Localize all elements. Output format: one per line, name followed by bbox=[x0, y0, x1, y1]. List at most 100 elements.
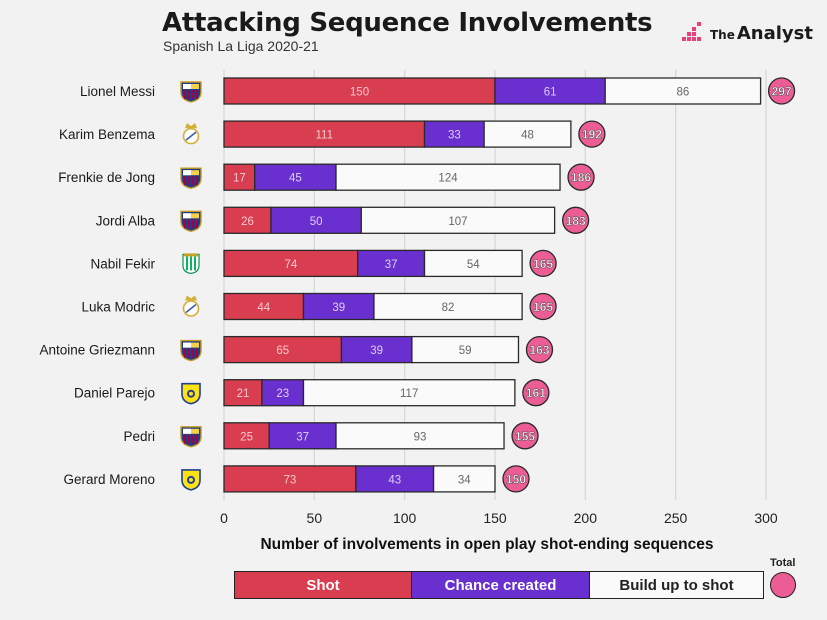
bar-shot bbox=[223, 206, 272, 234]
bar-value-label: 117 bbox=[400, 388, 418, 400]
bar-value-label: 23 bbox=[276, 388, 289, 400]
bar-value-label: 73 bbox=[284, 474, 297, 486]
real_madrid-crest-icon bbox=[182, 123, 200, 145]
bar-value-label: 37 bbox=[296, 431, 309, 443]
bar-chance-created bbox=[355, 465, 435, 493]
bar-value-label: 48 bbox=[521, 130, 534, 142]
player-label: Nabil Fekir bbox=[90, 256, 155, 271]
bar-build-up bbox=[302, 379, 516, 407]
bar-shot bbox=[223, 163, 256, 191]
total-value-label: 192 bbox=[582, 128, 602, 142]
total-value-label: 155 bbox=[515, 429, 535, 443]
bar-chance-created bbox=[357, 249, 426, 278]
bar-value-label: 54 bbox=[467, 259, 480, 271]
barcelona-crest-icon bbox=[180, 426, 202, 448]
bar-value-label: 34 bbox=[458, 474, 471, 486]
player-label: Jordi Alba bbox=[96, 213, 156, 228]
x-tick-label: 0 bbox=[220, 510, 228, 526]
player-label: Frenkie de Jong bbox=[58, 170, 155, 185]
total-value-label: 150 bbox=[506, 472, 526, 486]
bar-value-label: 43 bbox=[388, 474, 401, 486]
bar-value-label: 82 bbox=[442, 302, 455, 314]
x-tick-label: 150 bbox=[483, 510, 507, 526]
total-circle bbox=[578, 120, 606, 148]
bar-chance-created bbox=[254, 163, 337, 191]
bar-chance-created bbox=[268, 422, 337, 450]
analyst-logo-icon bbox=[682, 22, 701, 41]
x-tick-label: 50 bbox=[307, 510, 323, 526]
x-tick-label: 300 bbox=[754, 510, 778, 526]
legend-build-up: Build up to shot bbox=[590, 572, 763, 598]
player-label: Gerard Moreno bbox=[63, 472, 155, 487]
bar-value-label: 17 bbox=[233, 173, 246, 185]
total-value-label: 165 bbox=[533, 300, 553, 314]
brand-name: Analyst bbox=[736, 22, 813, 44]
total-circle bbox=[502, 465, 530, 493]
total-value-label: 163 bbox=[529, 343, 549, 357]
bar-value-label: 45 bbox=[289, 173, 302, 185]
bar-value-label: 33 bbox=[448, 130, 461, 142]
bar-value-label: 21 bbox=[237, 388, 250, 400]
bar-value-label: 59 bbox=[459, 345, 472, 357]
total-circle bbox=[561, 206, 590, 234]
real_madrid-crest-icon bbox=[182, 295, 200, 317]
player-label: Daniel Parejo bbox=[74, 386, 155, 401]
club-crests bbox=[180, 81, 202, 491]
bar-value-label: 111 bbox=[316, 130, 333, 142]
bar-shot bbox=[223, 465, 357, 493]
player-label: Luka Modric bbox=[81, 300, 155, 315]
chart-subtitle: Spanish La Liga 2020-21 bbox=[163, 38, 319, 54]
barcelona-crest-icon bbox=[180, 210, 202, 233]
total-circle bbox=[511, 422, 539, 450]
bar-shot bbox=[223, 292, 305, 321]
brand-logo: The Analyst bbox=[682, 20, 813, 46]
total-circle bbox=[529, 292, 557, 321]
bar-chance-created bbox=[423, 120, 485, 148]
x-tick-label: 200 bbox=[574, 510, 598, 526]
legend-total-label: Total bbox=[770, 557, 796, 569]
bar-value-label: 86 bbox=[676, 87, 689, 99]
total-value-label: 165 bbox=[533, 257, 553, 271]
legend-total-circle bbox=[770, 572, 796, 598]
total-value-label: 161 bbox=[526, 386, 546, 400]
x-tick-label: 100 bbox=[393, 510, 417, 526]
player-label: Lionel Messi bbox=[80, 84, 155, 99]
player-labels: Lionel Messi Karim Benzema Frenkie de Jong… bbox=[39, 84, 155, 487]
total-circle bbox=[522, 379, 550, 407]
x-axis-label: Number of involvements in open play shot… bbox=[260, 536, 713, 553]
bar-shot bbox=[223, 335, 343, 364]
bar-build-up bbox=[432, 465, 496, 493]
total-circle bbox=[567, 163, 595, 191]
bar-value-label: 25 bbox=[240, 431, 253, 443]
bar-build-up bbox=[373, 292, 523, 321]
bar-value-label: 39 bbox=[332, 302, 345, 314]
barcelona-crest-icon bbox=[180, 81, 202, 103]
legend-chance-created: Chance created bbox=[412, 572, 590, 598]
chart-title: Attacking Sequence Involvements bbox=[162, 8, 653, 38]
bar-chance-created bbox=[270, 206, 362, 234]
player-label: Karim Benzema bbox=[59, 127, 156, 142]
bar-shot bbox=[223, 77, 496, 105]
x-tick-label: 250 bbox=[664, 510, 688, 526]
bar-chance-created bbox=[494, 77, 606, 105]
stacked-bar-chart: Lionel Messi Karim Benzema Frenkie de Jong… bbox=[39, 70, 796, 553]
bar-value-label: 74 bbox=[284, 259, 297, 271]
bar-build-up bbox=[423, 249, 523, 278]
villarreal-crest-icon bbox=[181, 382, 201, 405]
total-value-label: 186 bbox=[571, 171, 591, 185]
total-value-label: 297 bbox=[772, 85, 792, 99]
bar-build-up bbox=[411, 335, 520, 364]
legend: Shot Chance created Build up to shot bbox=[234, 571, 764, 599]
bar-build-up bbox=[360, 206, 556, 234]
bar-value-label: 150 bbox=[350, 87, 369, 99]
legend-shot: Shot bbox=[235, 572, 412, 598]
x-axis-ticks: 0 50 100 150 200 250 300 bbox=[220, 510, 778, 526]
player-label: Antoine Griezmann bbox=[39, 343, 155, 358]
bar-value-label: 26 bbox=[241, 216, 254, 228]
villarreal-crest-icon bbox=[181, 469, 201, 491]
bar-value-label: 124 bbox=[438, 173, 458, 185]
total-circle bbox=[767, 77, 796, 105]
bar-value-label: 44 bbox=[257, 302, 270, 314]
bars: 150 61 86 297 111 33 48 192 17 45 124 186 26 50 107 183… bbox=[223, 77, 796, 493]
total-circle bbox=[525, 335, 554, 364]
